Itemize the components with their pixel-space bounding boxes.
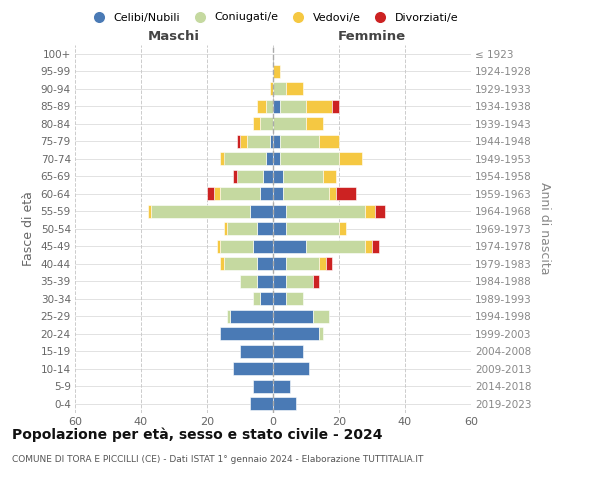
Bar — [273, 135, 280, 147]
Bar — [223, 222, 227, 235]
Bar — [273, 362, 310, 375]
Bar — [257, 258, 273, 270]
Bar — [207, 188, 214, 200]
Bar — [220, 328, 273, 340]
Bar — [273, 328, 319, 340]
Bar — [260, 292, 273, 305]
Bar — [260, 188, 273, 200]
Bar — [273, 240, 306, 252]
Bar — [270, 135, 273, 147]
Y-axis label: Fasce di età: Fasce di età — [22, 192, 35, 266]
Bar — [376, 205, 385, 218]
Bar — [273, 100, 280, 112]
Bar — [286, 275, 313, 287]
Bar — [240, 135, 247, 147]
Bar — [217, 240, 220, 252]
Bar — [257, 222, 273, 235]
Bar — [220, 188, 260, 200]
Bar — [336, 188, 355, 200]
Bar — [273, 292, 286, 305]
Bar — [273, 152, 280, 165]
Bar — [273, 205, 286, 218]
Bar — [240, 275, 257, 287]
Bar — [280, 100, 306, 112]
Bar — [286, 82, 303, 95]
Text: Popolazione per età, sesso e stato civile - 2024: Popolazione per età, sesso e stato civil… — [12, 428, 383, 442]
Bar — [220, 152, 223, 165]
Bar — [236, 135, 240, 147]
Bar — [313, 310, 329, 322]
Bar — [306, 240, 365, 252]
Bar — [273, 65, 280, 78]
Bar — [329, 188, 336, 200]
Bar — [257, 275, 273, 287]
Bar — [273, 82, 286, 95]
Bar — [227, 222, 257, 235]
Bar — [151, 205, 250, 218]
Bar — [273, 222, 286, 235]
Bar — [306, 118, 323, 130]
Bar — [214, 188, 220, 200]
Bar — [237, 170, 263, 182]
Text: Femmine: Femmine — [338, 30, 406, 43]
Bar — [240, 345, 273, 358]
Bar — [283, 170, 323, 182]
Bar — [247, 135, 270, 147]
Bar — [250, 398, 273, 410]
Bar — [326, 258, 332, 270]
Bar — [273, 170, 283, 182]
Bar — [372, 240, 379, 252]
Bar — [273, 310, 313, 322]
Bar — [273, 345, 303, 358]
Bar — [223, 258, 257, 270]
Bar — [280, 152, 339, 165]
Bar — [280, 135, 319, 147]
Legend: Celibi/Nubili, Coniugati/e, Vedovi/e, Divorziati/e: Celibi/Nubili, Coniugati/e, Vedovi/e, Di… — [83, 8, 463, 27]
Bar — [273, 275, 286, 287]
Y-axis label: Anni di nascita: Anni di nascita — [538, 182, 551, 275]
Bar — [286, 222, 339, 235]
Bar — [319, 328, 323, 340]
Text: COMUNE DI TORA E PICCILLI (CE) - Dati ISTAT 1° gennaio 2024 - Elaborazione TUTTI: COMUNE DI TORA E PICCILLI (CE) - Dati IS… — [12, 455, 424, 464]
Bar — [319, 135, 339, 147]
Bar — [263, 170, 273, 182]
Bar — [260, 118, 273, 130]
Bar — [339, 152, 362, 165]
Bar — [273, 398, 296, 410]
Bar — [286, 205, 365, 218]
Bar — [253, 292, 260, 305]
Bar — [220, 258, 223, 270]
Bar — [332, 100, 339, 112]
Bar — [270, 82, 273, 95]
Bar — [273, 258, 286, 270]
Bar — [148, 205, 151, 218]
Bar — [220, 240, 253, 252]
Bar — [339, 222, 346, 235]
Bar — [323, 170, 336, 182]
Bar — [306, 100, 332, 112]
Bar — [227, 310, 230, 322]
Bar — [273, 380, 290, 392]
Bar — [286, 292, 303, 305]
Bar — [273, 188, 283, 200]
Bar — [253, 118, 260, 130]
Bar — [257, 100, 266, 112]
Bar — [233, 170, 236, 182]
Bar — [233, 362, 273, 375]
Bar — [365, 205, 376, 218]
Bar — [319, 258, 326, 270]
Bar — [273, 118, 306, 130]
Bar — [250, 205, 273, 218]
Bar — [266, 100, 273, 112]
Text: Maschi: Maschi — [148, 30, 200, 43]
Bar — [223, 152, 266, 165]
Bar — [266, 152, 273, 165]
Bar — [313, 275, 319, 287]
Bar — [230, 310, 273, 322]
Bar — [253, 240, 273, 252]
Bar — [286, 258, 319, 270]
Bar — [365, 240, 372, 252]
Bar — [253, 380, 273, 392]
Bar — [283, 188, 329, 200]
